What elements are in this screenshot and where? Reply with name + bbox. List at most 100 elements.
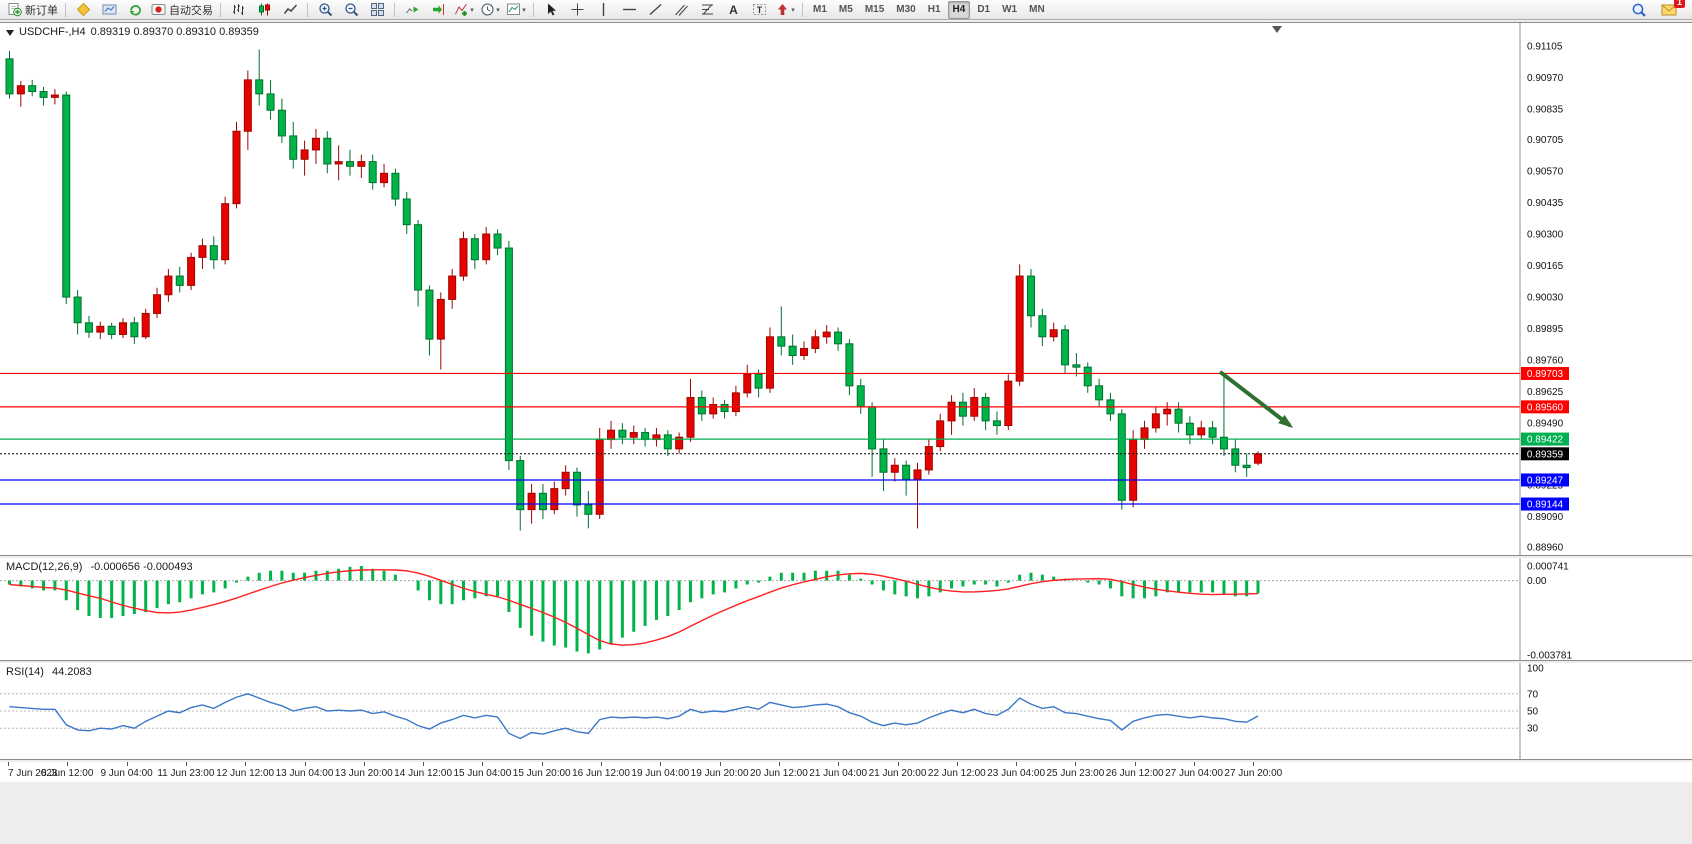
mailbox-button[interactable]: 1 bbox=[1656, 0, 1685, 20]
candlestick-mode-button[interactable] bbox=[251, 0, 277, 20]
trendline-tool-button[interactable] bbox=[642, 0, 668, 20]
new-order-label: 新订单 bbox=[25, 4, 58, 17]
fibonacci-tool-button[interactable] bbox=[694, 0, 720, 20]
time-axis-label: 11 Jun 23:00 bbox=[157, 768, 215, 779]
zoom-out-button[interactable] bbox=[338, 0, 364, 20]
price-chart-svg[interactable]: 0.91105 0.90970 0.90835 0.90705 0.90570 0.904… bbox=[0, 23, 1692, 555]
macd-panel[interactable]: MACD(12,26,9) -0.000656 -0.000493 0.0007… bbox=[0, 558, 1692, 662]
price-axis-label: 0.89090 bbox=[1527, 512, 1564, 523]
time-tick bbox=[67, 762, 69, 766]
timeframe-mn-button[interactable]: MN bbox=[1029, 4, 1045, 15]
vertical-line-tool-button[interactable] bbox=[590, 0, 616, 20]
macd-axis-label: 0.000741 bbox=[1527, 562, 1569, 573]
search-icon bbox=[1631, 2, 1647, 18]
candlestick-icon bbox=[257, 2, 272, 17]
bar-chart-mode-button[interactable] bbox=[225, 0, 251, 20]
horizontal-line-tool-button[interactable] bbox=[616, 0, 642, 20]
toolbar-separator bbox=[220, 2, 221, 17]
price-axis-label: 0.91105 bbox=[1527, 42, 1563, 53]
time-tick bbox=[304, 762, 306, 766]
trend-arrow-head bbox=[1278, 414, 1294, 428]
macd-label: MACD(12,26,9) -0.000656 -0.000493 bbox=[6, 561, 193, 573]
search-button[interactable] bbox=[1626, 0, 1652, 20]
metaeditor-button[interactable] bbox=[70, 0, 96, 20]
price-tag-0.89144 bbox=[1521, 497, 1569, 511]
timeframe-d1-button[interactable]: D1 bbox=[977, 4, 991, 15]
text-icon: A bbox=[726, 2, 741, 17]
timeframe-h4-button[interactable]: H4 bbox=[947, 0, 971, 19]
timeframe-w1-button[interactable]: W1 bbox=[1002, 4, 1018, 15]
rsi-name: RSI(14) bbox=[6, 666, 44, 678]
zoom-in-icon bbox=[318, 2, 333, 17]
fibonacci-icon bbox=[700, 2, 715, 17]
timeframe-m5-button[interactable]: M5 bbox=[838, 4, 853, 15]
rsi-axis-label: 30 bbox=[1527, 724, 1539, 735]
cursor-icon bbox=[544, 2, 559, 17]
timeframe-m1-button[interactable]: M1 bbox=[813, 4, 827, 15]
text-tool-button[interactable]: A bbox=[720, 0, 746, 20]
time-axis-label: 12 Jun 12:00 bbox=[216, 768, 275, 779]
rsi-panel[interactable]: RSI(14) 44.2083 100 70 50 30 bbox=[0, 663, 1692, 760]
zoom-in-button[interactable] bbox=[312, 0, 338, 20]
auto-trading-button[interactable]: 自动交易 bbox=[148, 0, 216, 20]
zoom-out-icon bbox=[344, 2, 359, 17]
price-axis-label: 0.90835 bbox=[1527, 105, 1564, 116]
time-tick bbox=[838, 762, 840, 766]
toolbar-separator bbox=[533, 2, 534, 17]
trend-arrow[interactable] bbox=[1218, 370, 1292, 428]
rsi-line bbox=[9, 693, 1259, 740]
refresh-button[interactable] bbox=[122, 0, 148, 20]
channel-tool-button[interactable] bbox=[668, 0, 694, 20]
chart-shift-button[interactable] bbox=[425, 0, 451, 20]
rsi-axis-label: 100 bbox=[1527, 664, 1544, 675]
time-tick bbox=[601, 762, 602, 766]
templates-button[interactable]: ▾ bbox=[503, 0, 529, 20]
price-tag-0.89560 bbox=[1521, 400, 1569, 414]
crosshair-icon bbox=[570, 2, 585, 17]
new-order-icon bbox=[7, 2, 22, 17]
price-chart-panel[interactable]: USDCHF-,H4 0.89319 0.89370 0.89310 0.893… bbox=[0, 22, 1692, 556]
new-order-button[interactable]: 新订单 bbox=[4, 0, 61, 20]
profiles-button[interactable] bbox=[96, 0, 122, 20]
indicators-icon bbox=[454, 2, 469, 17]
equidistant-channel-icon bbox=[674, 2, 689, 17]
price-tag-text: 0.89560 bbox=[1527, 402, 1564, 413]
auto-trading-icon bbox=[151, 2, 166, 17]
timeframe-m30-button[interactable]: M30 bbox=[896, 4, 916, 15]
cursor-tool-button[interactable] bbox=[538, 0, 564, 20]
tile-windows-button[interactable] bbox=[364, 0, 390, 20]
text-label-tool-button[interactable]: T bbox=[746, 0, 772, 20]
time-axis[interactable]: 7 Jun 2023 8 Jun 12:00 9 Jun 04:00 11 Jun 2… bbox=[0, 762, 1692, 782]
chevron-down-icon: ▾ bbox=[496, 6, 500, 14]
time-axis-label: 7 Jun 2023 bbox=[8, 768, 58, 779]
price-tag-0.89247 bbox=[1521, 473, 1569, 487]
auto-scroll-icon bbox=[405, 2, 420, 17]
mail-badge: 1 bbox=[1674, 0, 1685, 8]
crosshair-tool-button[interactable] bbox=[564, 0, 590, 20]
price-tag-0.89703 bbox=[1521, 366, 1569, 380]
time-tick bbox=[8, 762, 9, 766]
price-axis-label: 0.89625 bbox=[1527, 387, 1564, 398]
time-tick bbox=[1134, 762, 1136, 766]
price-axis-label: 0.89895 bbox=[1527, 324, 1564, 335]
chart-shift-marker[interactable] bbox=[1272, 26, 1282, 33]
periods-button[interactable]: ▾ bbox=[477, 0, 503, 20]
arrow-shapes-icon bbox=[775, 2, 790, 17]
indicators-button[interactable]: ▾ bbox=[451, 0, 477, 20]
macd-svg[interactable]: 0.000741 0.00 -0.003781 bbox=[0, 558, 1692, 662]
time-axis-label: 22 Jun 12:00 bbox=[927, 768, 986, 779]
price-tag-text: 0.89359 bbox=[1527, 449, 1564, 460]
rsi-label: RSI(14) 44.2083 bbox=[6, 666, 92, 678]
profiles-icon bbox=[102, 2, 117, 17]
arrows-tool-button[interactable]: ▾ bbox=[772, 0, 798, 20]
time-axis-label: 9 Jun 04:00 bbox=[100, 768, 153, 779]
rsi-svg[interactable]: 100 70 50 30 bbox=[0, 663, 1692, 759]
price-axis-label: 0.90570 bbox=[1527, 166, 1564, 177]
timeframe-m15-button[interactable]: M15 bbox=[864, 4, 885, 15]
chevron-down-icon: ▾ bbox=[791, 6, 795, 14]
time-axis-label: 25 Jun 23:00 bbox=[1046, 768, 1105, 779]
auto-scroll-button[interactable] bbox=[399, 0, 425, 20]
line-chart-mode-button[interactable] bbox=[277, 0, 303, 20]
timeframe-h1-button[interactable]: H1 bbox=[927, 4, 941, 15]
one-click-trading-toggle[interactable] bbox=[6, 29, 14, 36]
